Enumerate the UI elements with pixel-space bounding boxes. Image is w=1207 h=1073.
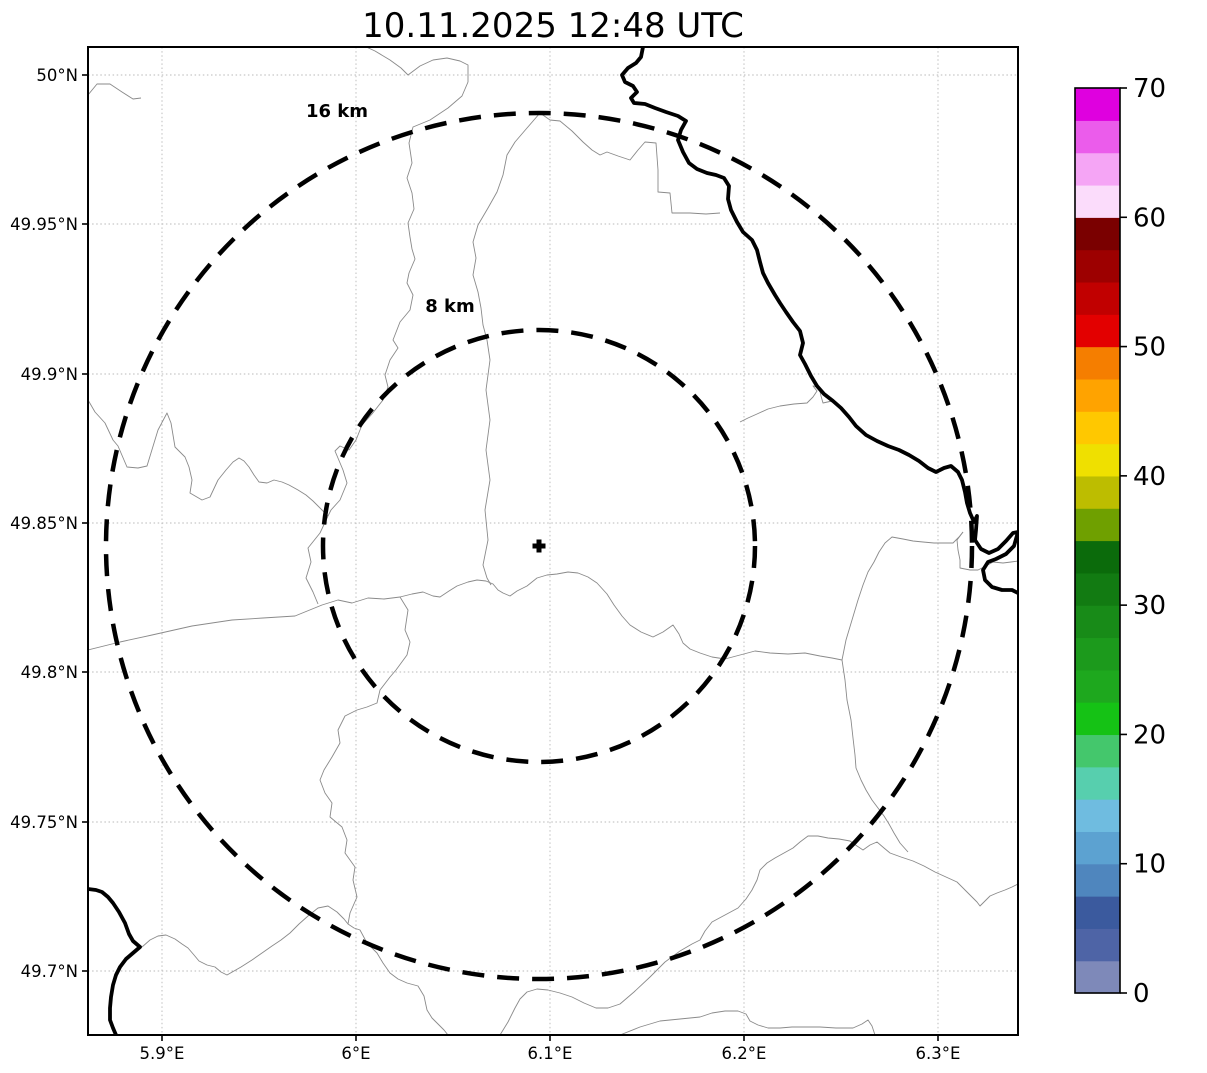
admin-boundary [739,385,833,423]
colorbar-band [1075,411,1120,445]
dbz-colorbar [1074,87,1121,994]
colorbar-band [1075,831,1120,865]
colorbar-band [1075,928,1120,962]
figure-title: 10.11.2025 12:48 UTC [362,6,744,46]
colorbar-band [1075,669,1120,703]
colorbar-band [1075,88,1120,121]
admin-boundary [841,659,909,853]
admin-boundary [539,112,721,215]
range-ring [320,327,758,765]
map-frame [87,46,1019,1036]
colorbar-tick-label: 40 [1133,462,1166,492]
admin-boundary [472,112,541,586]
admin-boundary [619,1010,876,1035]
plus-marker [532,539,546,553]
colorbar-band [1075,702,1120,736]
country-border-lines [88,47,1018,1035]
colorbar-band [1075,120,1120,154]
country-border [620,47,1018,595]
y-tick-label: 49.9°N [21,365,78,384]
admin-boundary [327,47,469,517]
admin-boundary [141,905,349,976]
colorbar-tick-label: 50 [1133,333,1166,363]
colorbar-ticks: 0 10 20 30 40 50 60 70 [1120,74,1166,1009]
radar-site-marker [532,539,546,553]
y-tick-label: 49.75°N [10,813,78,832]
admin-boundary [305,515,329,605]
lat-lon-gridlines [88,47,1018,1035]
y-tick-label: 49.85°N [10,514,78,533]
colorbar-band [1075,508,1120,542]
x-tick-label: 6.2°E [722,1044,767,1063]
range-ring [103,110,975,982]
axis-tick-labels: 5.9°E 6°E 6.1°E 6.2°E 6.3°E 50°N 49.95°N 49.9°N… [10,66,960,1063]
x-tick-label: 5.9°E [140,1044,185,1063]
colorbar-band [1075,475,1120,509]
colorbar-band [1075,217,1120,251]
colorbar-band [1075,378,1120,412]
colorbar-tick-label: 70 [1133,74,1166,104]
admin-boundary [499,835,1018,1035]
y-tick-label: 49.8°N [21,663,78,682]
colorbar-unit-label: dBZ [1205,514,1207,566]
colorbar-band [1075,960,1120,994]
range-ring-labels: 8 km 16 km [306,101,475,317]
radar-range-rings [103,110,975,982]
admin-boundary [956,531,1018,571]
colorbar-band [1075,281,1120,315]
colorbar-band [1075,734,1120,768]
x-tick-label: 6°E [341,1044,370,1063]
colorbar-tick-label: 30 [1133,591,1166,621]
colorbar-band [1075,766,1120,800]
y-tick-label: 50°N [36,66,78,85]
colorbar-band [1075,249,1120,283]
admin-boundary [319,596,449,1035]
colorbar-tick-label: 20 [1133,720,1166,750]
admin-boundary [88,83,142,100]
admin-boundary [88,571,843,661]
x-tick-label: 6.3°E [916,1044,961,1063]
admin-boundary-lines [88,47,1018,1035]
admin-boundary [841,531,964,661]
colorbar-frame [1074,87,1121,994]
range-ring-label: 16 km [306,101,368,122]
y-tick-label: 49.7°N [21,962,78,981]
colorbar-tick-label: 0 [1133,979,1150,1009]
country-border [88,887,142,1035]
admin-boundary [88,399,329,517]
colorbar-band [1075,572,1120,606]
x-tick-label: 6.1°E [528,1044,573,1063]
colorbar-band [1075,346,1120,380]
colorbar-tick-label: 60 [1133,203,1166,233]
colorbar-band [1075,152,1120,186]
colorbar-band [1075,184,1120,218]
axis-ticks [82,74,939,1041]
colorbar-band [1075,637,1120,671]
colorbar-band [1075,443,1120,477]
colorbar-band [1075,863,1120,897]
colorbar-band [1075,799,1120,832]
colorbar-band [1075,896,1120,929]
colorbar-band [1075,540,1120,574]
range-ring-label: 8 km [425,296,475,317]
colorbar-tick-label: 10 [1133,850,1166,880]
y-tick-label: 49.95°N [10,215,78,234]
colorbar-band [1075,605,1120,639]
colorbar-band [1075,314,1120,348]
